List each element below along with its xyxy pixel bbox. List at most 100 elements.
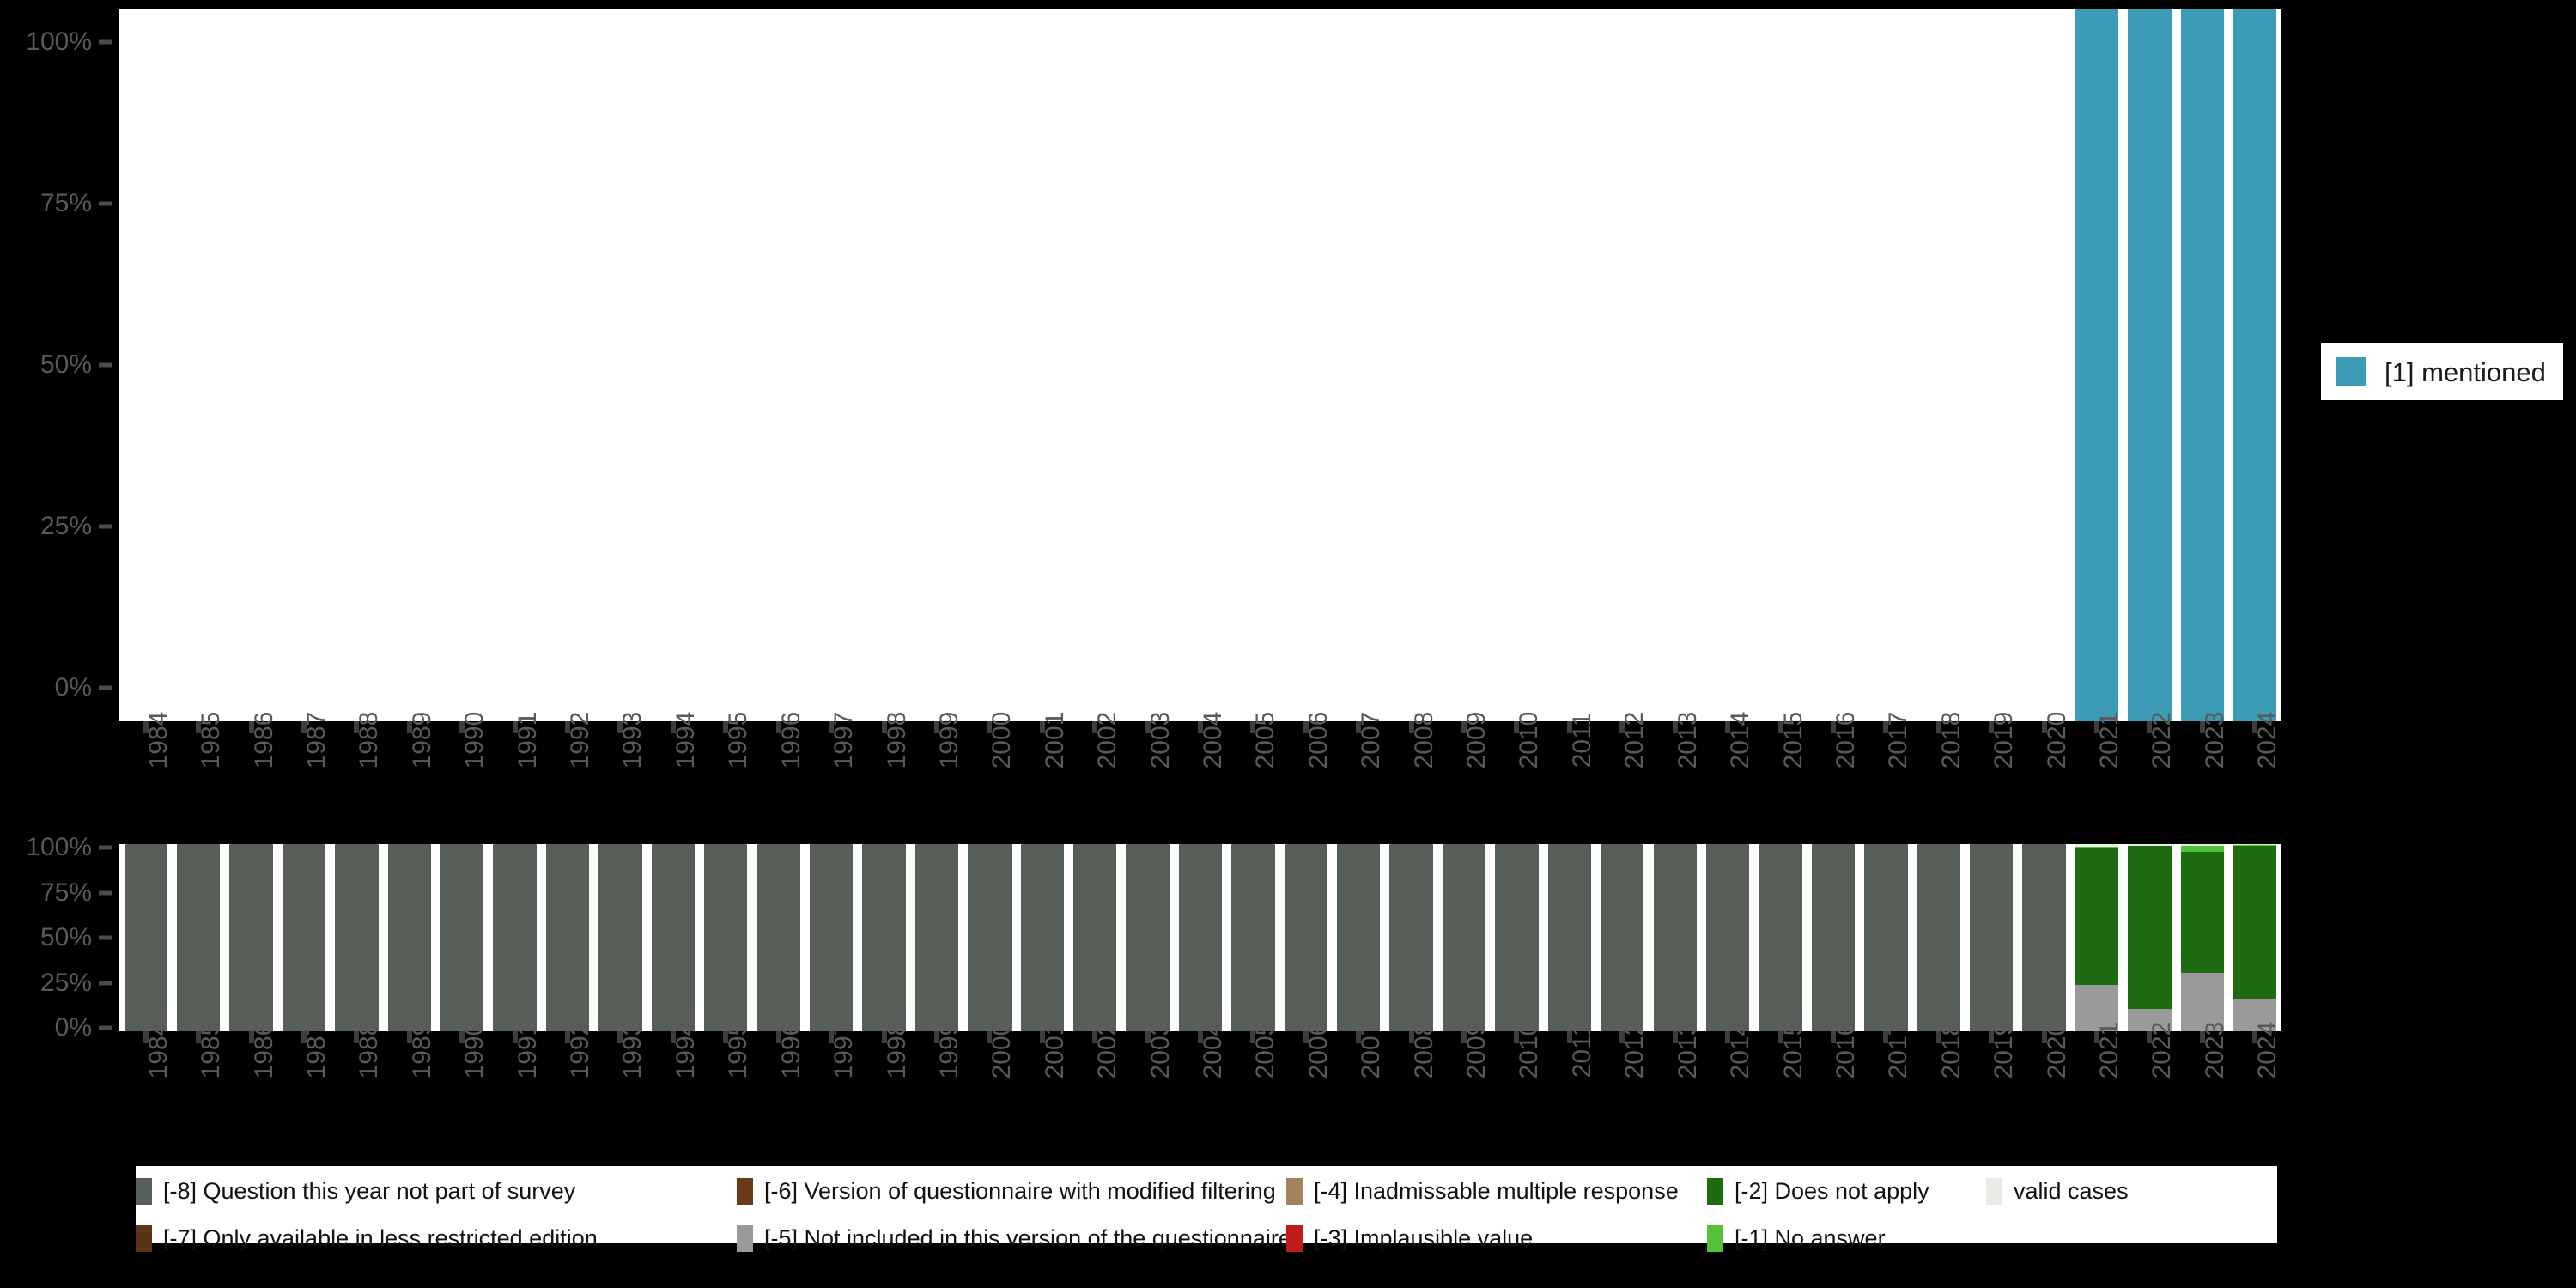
x-axis-tick-label: 2007 xyxy=(1357,711,1386,769)
bar-segment xyxy=(1284,844,1327,1031)
bar-segment xyxy=(387,844,431,1031)
x-axis-tick-mark xyxy=(512,1031,518,1043)
bar-column xyxy=(1126,9,1169,721)
x-axis-tick-label: 1990 xyxy=(460,711,489,769)
bar-column xyxy=(2075,844,2119,1031)
bar-column xyxy=(1864,9,1907,721)
x-axis-tick-label: 1984 xyxy=(143,711,173,769)
bar-column xyxy=(546,9,589,721)
x-axis-tick-label: 1994 xyxy=(671,1021,700,1079)
bar-column xyxy=(124,844,167,1031)
bar-segment xyxy=(1442,844,1486,1031)
x-axis-tick-label: 2020 xyxy=(2042,1021,2071,1079)
x-axis-tick: 2012 xyxy=(1596,712,1649,824)
x-axis-tick: 1996 xyxy=(752,1022,805,1134)
x-axis-tick-label: 1992 xyxy=(566,711,595,769)
x-axis-tick-label: 1989 xyxy=(407,711,436,769)
x-axis-tick: 1999 xyxy=(910,712,963,824)
x-axis-tick-label: 1985 xyxy=(197,711,226,769)
x-axis-tick: 2003 xyxy=(1121,1022,1175,1134)
x-axis-tick-label: 2008 xyxy=(1409,711,1438,769)
x-axis-tick-mark xyxy=(775,1031,781,1043)
bar-column xyxy=(1231,9,1274,721)
x-axis-tick: 2022 xyxy=(2123,1022,2176,1134)
x-axis-tick: 2018 xyxy=(1912,712,1965,824)
x-axis-tick-label: 2002 xyxy=(1093,1021,1122,1079)
bar-column xyxy=(282,844,326,1031)
x-axis-tick-mark xyxy=(1830,721,1836,733)
bar-segment xyxy=(1601,844,1644,1031)
x-axis-tick: 2008 xyxy=(1385,712,1438,824)
bar-segment xyxy=(2075,848,2119,985)
bar-segment xyxy=(2180,973,2225,1031)
x-axis-tick-label: 1997 xyxy=(829,1021,859,1079)
upper-chart-plot-area xyxy=(119,9,2281,721)
bar-column xyxy=(968,9,1011,721)
availability-legend: [-8] Question this year not part of surv… xyxy=(136,1166,2277,1252)
x-axis-tick-mark xyxy=(1092,721,1098,733)
bar-column xyxy=(2022,844,2066,1031)
x-axis-tick: 2011 xyxy=(1543,1023,1596,1134)
x-axis-tick-mark xyxy=(987,1031,993,1043)
x-axis-tick: 1990 xyxy=(435,1022,489,1134)
x-axis-tick-label: 2023 xyxy=(2200,1021,2229,1079)
bar-column xyxy=(1337,844,1381,1031)
x-axis-tick-label: 1993 xyxy=(618,1021,647,1079)
legend-label: [-3] Implausible value xyxy=(1314,1225,1534,1251)
x-axis-tick-mark xyxy=(2252,1031,2258,1043)
x-axis-tick-mark xyxy=(354,1031,360,1043)
x-axis-tick-mark xyxy=(565,1031,571,1043)
x-axis-tick: 2021 xyxy=(2070,712,2123,824)
bar-segment xyxy=(229,844,273,1031)
legend-item: [-2] Does not apply xyxy=(1707,1178,1929,1205)
x-axis-tick: 1992 xyxy=(541,712,594,824)
x-axis-tick: 1984 xyxy=(119,1022,173,1134)
x-axis-tick-label: 2007 xyxy=(1357,1021,1386,1079)
bar-segment xyxy=(2022,844,2066,1031)
x-axis-tick-mark xyxy=(1092,1031,1098,1043)
x-axis-tick-mark xyxy=(1989,721,1995,733)
x-axis-tick-mark xyxy=(829,1031,835,1043)
bar-column xyxy=(652,9,695,721)
legend-item: [-8] Question this year not part of surv… xyxy=(136,1178,575,1205)
x-axis-tick-label: 1992 xyxy=(566,1021,595,1079)
bar-column xyxy=(335,9,378,721)
bar-column xyxy=(1073,9,1116,721)
x-axis-tick-label: 2019 xyxy=(1990,1021,2019,1079)
bar-column xyxy=(862,9,905,721)
x-axis-tick-mark xyxy=(723,721,729,733)
x-axis-tick-label: 2018 xyxy=(1936,1021,1965,1079)
x-axis-tick-mark xyxy=(1197,1031,1203,1043)
x-axis-tick: 2016 xyxy=(1807,1022,1860,1134)
bar-column xyxy=(440,844,484,1031)
bar-column xyxy=(2075,9,2119,721)
x-axis-tick-mark xyxy=(406,721,412,733)
bar-column xyxy=(493,9,536,721)
x-axis-tick-mark xyxy=(1777,1031,1783,1043)
y-axis-tick-mark xyxy=(99,201,112,206)
x-axis-tick-mark xyxy=(670,1031,676,1043)
x-axis-tick: 2002 xyxy=(1068,712,1121,824)
y-axis-tick-mark xyxy=(99,981,112,985)
x-axis-tick-mark xyxy=(1408,1031,1414,1043)
x-axis-tick-label: 1994 xyxy=(671,711,700,769)
x-axis-tick-mark xyxy=(670,721,676,733)
x-axis-tick: 2006 xyxy=(1279,712,1333,824)
bar-column xyxy=(757,9,800,721)
bar-segment xyxy=(2075,844,2119,848)
x-axis-tick: 1996 xyxy=(752,712,805,824)
x-axis-tick-label: 2010 xyxy=(1515,711,1544,769)
bar-segment xyxy=(914,844,959,1031)
bar-segment xyxy=(1811,844,1856,1031)
bar-segment xyxy=(2075,984,2119,1031)
legend-label: [-1] No answer xyxy=(1735,1225,1886,1251)
x-axis-tick-label: 1995 xyxy=(724,1021,753,1079)
legend-label: [-5] Not included in this version of the… xyxy=(764,1225,1291,1251)
bar-column xyxy=(1917,844,1960,1031)
x-axis-tick-mark xyxy=(2041,1031,2047,1043)
x-axis-tick-mark xyxy=(1514,721,1520,733)
x-axis-tick-label: 1987 xyxy=(301,1021,331,1079)
x-axis-tick-mark xyxy=(1672,721,1678,733)
bar-segment xyxy=(440,844,484,1031)
